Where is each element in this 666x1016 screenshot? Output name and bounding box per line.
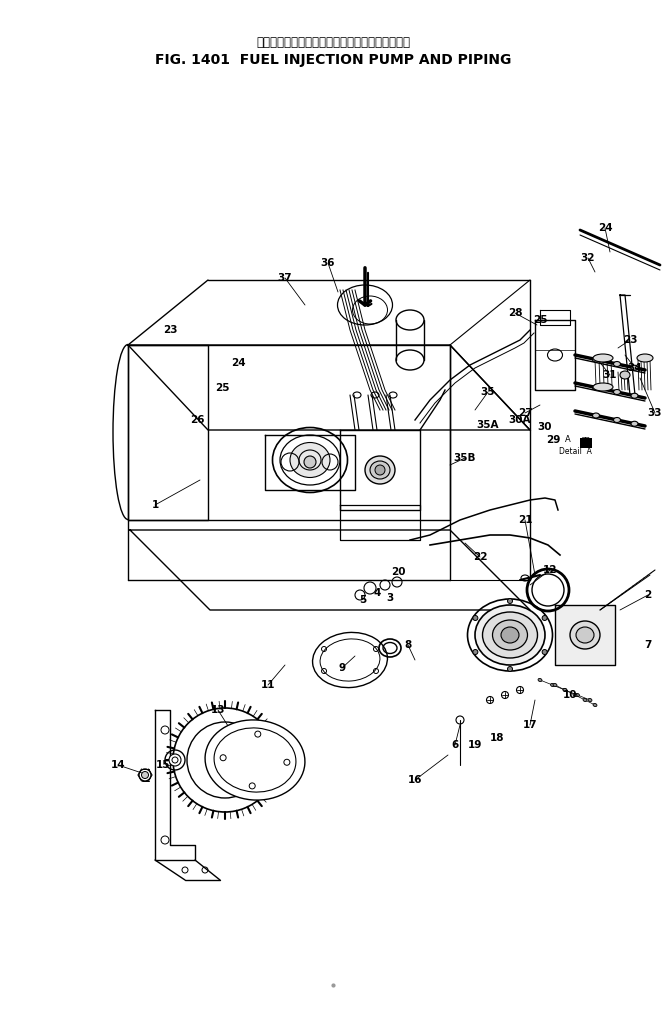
Ellipse shape [613,389,621,394]
Ellipse shape [575,694,579,697]
Ellipse shape [620,371,630,379]
Ellipse shape [631,422,638,427]
Ellipse shape [593,385,599,390]
Ellipse shape [169,754,181,766]
Ellipse shape [473,616,478,621]
Text: 29: 29 [546,435,560,445]
Text: 5: 5 [360,595,366,605]
Text: 35B: 35B [454,453,476,463]
Text: FIG. 1401  FUEL INJECTION PUMP AND PIPING: FIG. 1401 FUEL INJECTION PUMP AND PIPING [155,53,511,67]
Ellipse shape [588,698,592,702]
Ellipse shape [290,443,330,478]
Text: 20: 20 [391,567,405,577]
Text: 13: 13 [210,705,225,715]
Text: 17: 17 [523,720,537,731]
Text: 12: 12 [543,565,557,575]
Ellipse shape [583,698,587,702]
Ellipse shape [542,649,547,654]
Text: 33: 33 [648,408,662,418]
Ellipse shape [473,649,478,654]
Ellipse shape [538,679,542,682]
Ellipse shape [563,689,567,692]
Text: 21: 21 [517,515,532,525]
Text: 23: 23 [623,335,637,345]
Ellipse shape [370,461,390,479]
Text: 9: 9 [338,663,346,673]
Text: 11: 11 [261,680,275,690]
Text: 32: 32 [581,253,595,263]
Text: 26: 26 [190,415,204,425]
Bar [580,438,592,448]
Ellipse shape [576,627,594,643]
Text: 16: 16 [408,775,422,785]
Ellipse shape [613,418,621,423]
Text: A: A [565,436,571,445]
Text: 37: 37 [278,273,292,283]
Text: 22: 22 [473,552,488,562]
Text: 27: 27 [517,408,532,418]
Ellipse shape [304,456,316,468]
Text: 35A: 35A [477,420,500,430]
Ellipse shape [365,456,395,484]
Ellipse shape [507,666,513,672]
Ellipse shape [542,616,547,621]
Ellipse shape [507,598,513,604]
Ellipse shape [482,612,537,658]
Ellipse shape [220,755,230,765]
Text: 23: 23 [163,325,177,335]
Text: 30: 30 [537,422,552,432]
Text: 14: 14 [111,760,125,770]
Ellipse shape [570,621,600,649]
Text: 3: 3 [386,593,394,604]
Text: フェルインジェクションボンプおよびパイピング: フェルインジェクションボンプおよびパイピング [256,36,410,49]
Ellipse shape [593,703,597,706]
Text: 36: 36 [321,258,335,268]
Text: 1: 1 [151,500,159,510]
Ellipse shape [613,362,621,367]
Ellipse shape [631,393,638,398]
Text: 18: 18 [490,733,504,743]
Ellipse shape [475,605,545,665]
Text: 7: 7 [644,640,652,650]
Ellipse shape [551,684,555,687]
Ellipse shape [637,354,653,362]
Text: 25: 25 [533,315,547,325]
Text: 24: 24 [597,223,612,233]
Ellipse shape [492,620,527,650]
Ellipse shape [375,465,385,475]
Ellipse shape [501,627,519,643]
Text: 10: 10 [563,690,577,700]
Text: 詳図: 詳図 [582,437,591,443]
Ellipse shape [593,357,599,362]
Text: 25: 25 [214,383,229,393]
Ellipse shape [205,720,305,800]
Ellipse shape [563,689,567,692]
Text: 30A: 30A [509,415,531,425]
Ellipse shape [141,771,149,778]
Polygon shape [555,605,615,665]
Ellipse shape [593,354,613,362]
Text: 34: 34 [627,363,642,373]
Text: 24: 24 [230,358,245,368]
Text: 6: 6 [452,740,459,750]
Ellipse shape [631,365,638,370]
Ellipse shape [207,742,243,778]
Text: Detail  A: Detail A [559,447,591,456]
Text: 15: 15 [156,760,170,770]
Text: 28: 28 [507,308,522,318]
Ellipse shape [573,694,577,697]
Ellipse shape [593,383,613,391]
Text: 4: 4 [374,588,381,598]
Ellipse shape [553,684,557,687]
Text: 31: 31 [603,370,617,380]
Text: 8: 8 [404,640,412,650]
Text: 19: 19 [468,740,482,750]
Text: 2: 2 [645,590,651,600]
Ellipse shape [593,412,599,418]
Text: 35: 35 [481,387,496,397]
